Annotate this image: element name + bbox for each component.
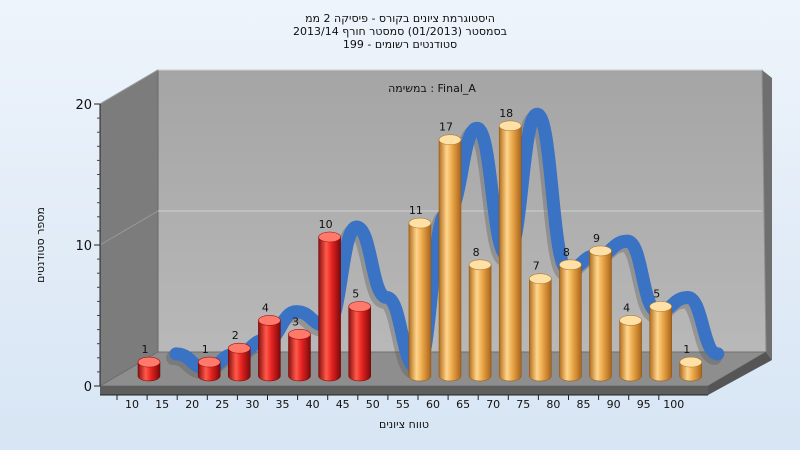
bar-40 bbox=[318, 231, 341, 382]
bar-100 bbox=[679, 356, 703, 382]
x-axis-title: טווח ציונים bbox=[379, 418, 429, 431]
x-tick-label-30: 30 bbox=[245, 398, 259, 411]
bar-value-label-10: 1 bbox=[142, 343, 149, 356]
x-tick-label-70: 70 bbox=[486, 398, 500, 411]
x-tick-label-25: 25 bbox=[215, 398, 229, 411]
x-tick-label-50: 50 bbox=[366, 398, 380, 411]
chart-right-edge bbox=[762, 70, 772, 360]
bar-value-label-75: 7 bbox=[533, 260, 540, 273]
x-tick-label-60: 60 bbox=[426, 398, 440, 411]
bar-value-label-100: 1 bbox=[683, 343, 690, 356]
bar-70 bbox=[498, 120, 522, 382]
bar-value-label-70: 18 bbox=[499, 107, 513, 120]
bar-value-label-20: 1 bbox=[202, 343, 209, 356]
x-tick-label-35: 35 bbox=[276, 398, 290, 411]
bar-10 bbox=[137, 356, 161, 382]
bar-value-label-40: 10 bbox=[319, 218, 333, 231]
bar-value-label-85: 9 bbox=[593, 232, 600, 245]
bar-value-label-30: 4 bbox=[262, 301, 269, 314]
x-tick-label-40: 40 bbox=[306, 398, 320, 411]
bar-60 bbox=[438, 134, 462, 382]
bar-65 bbox=[468, 259, 492, 382]
bar-value-label-35: 3 bbox=[292, 315, 299, 328]
bar-value-label-25: 2 bbox=[232, 329, 239, 342]
x-tick-label-45: 45 bbox=[336, 398, 350, 411]
x-tick-label-55: 55 bbox=[396, 398, 410, 411]
chart-title-line-2: בסמסטר (01/2013) סמסטר חורף 2013/14 bbox=[293, 25, 507, 38]
bar-80 bbox=[559, 259, 582, 382]
x-tick-label-95: 95 bbox=[637, 398, 651, 411]
bar-35 bbox=[288, 328, 311, 382]
bar-90 bbox=[619, 315, 642, 382]
bar-20 bbox=[197, 356, 221, 382]
x-tick-label-100: 100 bbox=[663, 398, 684, 411]
bar-value-label-60: 17 bbox=[439, 121, 453, 134]
bar-45 bbox=[348, 301, 372, 382]
chart-subtitle: במשימה : Final_A bbox=[388, 82, 476, 95]
chart-floor-right-edge bbox=[708, 352, 772, 395]
y-tick-label-0: 0 bbox=[84, 380, 92, 395]
y-axis-title: מספר סטודנטים bbox=[34, 207, 47, 283]
bar-value-label-55: 11 bbox=[409, 204, 423, 217]
y-tick-label-2: 20 bbox=[75, 98, 92, 113]
bar-value-label-90: 4 bbox=[623, 301, 630, 314]
bar-55 bbox=[408, 217, 432, 382]
bar-30 bbox=[258, 315, 281, 382]
bar-value-label-95: 5 bbox=[653, 288, 660, 301]
x-tick-label-90: 90 bbox=[607, 398, 621, 411]
x-tick-label-10: 10 bbox=[125, 398, 139, 411]
chart-title-line-3: סטודנטים רשומים - 199 bbox=[343, 38, 457, 51]
bar-75 bbox=[528, 273, 552, 382]
chart-title-line-1: היסטוגרמת ציונים בקורס - פיסיקה 2 ממ bbox=[305, 12, 495, 25]
bar-value-label-45: 5 bbox=[352, 288, 359, 301]
x-tick-label-65: 65 bbox=[456, 398, 470, 411]
gridline-side-1 bbox=[99, 210, 159, 246]
x-tick-label-80: 80 bbox=[546, 398, 560, 411]
bar-25 bbox=[228, 342, 251, 382]
x-tick-label-20: 20 bbox=[185, 398, 199, 411]
x-tick-label-75: 75 bbox=[516, 398, 530, 411]
bar-95 bbox=[649, 301, 673, 382]
y-tick-label-1: 10 bbox=[75, 239, 92, 254]
bar-85 bbox=[589, 245, 612, 382]
bar-value-label-65: 8 bbox=[473, 246, 480, 259]
x-tick-label-85: 85 bbox=[577, 398, 591, 411]
gridline-side-2 bbox=[99, 69, 159, 105]
chart-floor-front-edge bbox=[100, 386, 708, 395]
bar-value-label-80: 8 bbox=[563, 246, 570, 259]
x-tick-label-15: 15 bbox=[155, 398, 169, 411]
